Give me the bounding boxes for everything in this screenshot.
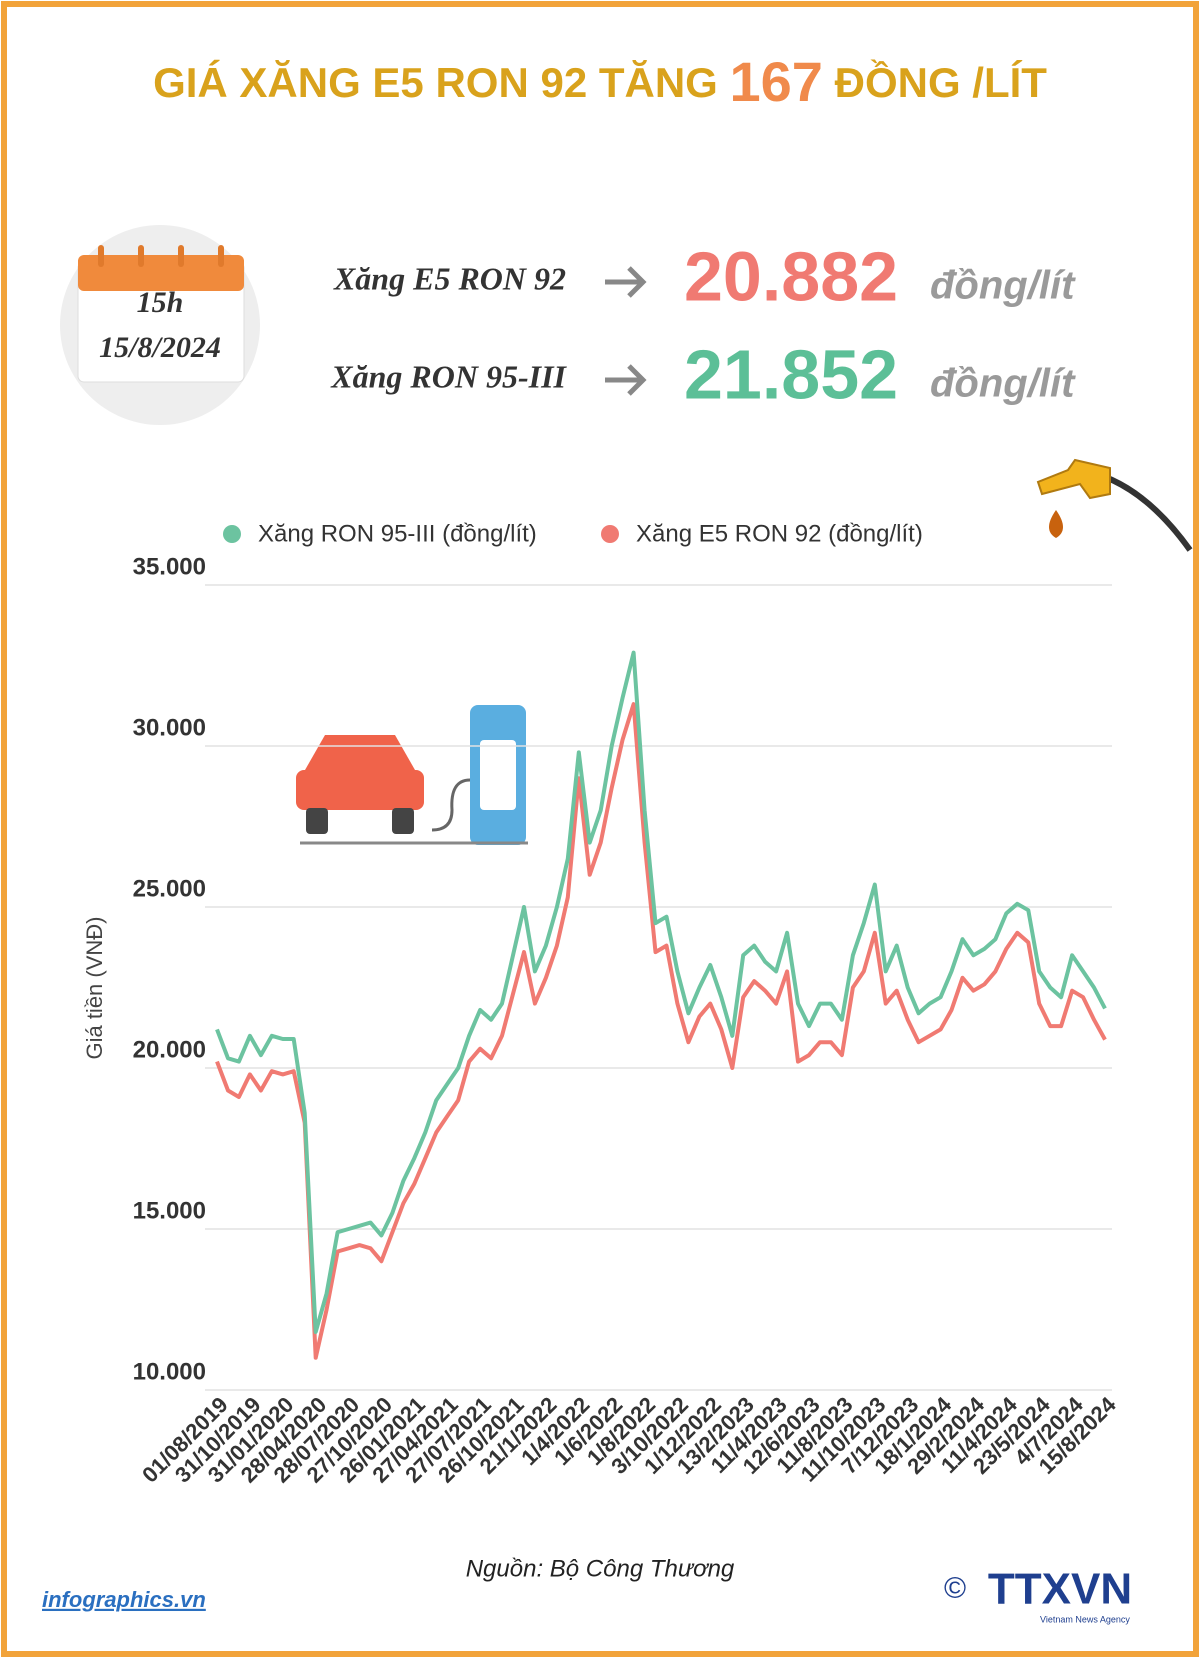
ring — [138, 245, 144, 267]
legend-marker — [223, 525, 241, 543]
legend-marker — [601, 525, 619, 543]
y-tick-label: 10.000 — [133, 1358, 206, 1385]
wheel — [392, 808, 414, 834]
y-axis-label: Giá tiền (VNĐ) — [82, 916, 107, 1059]
calendar-time: 15h — [137, 286, 184, 319]
car-body — [296, 770, 424, 810]
pump-screen — [480, 740, 516, 810]
car-pump-illustration — [296, 705, 528, 845]
copyright: © — [944, 1572, 966, 1605]
nozzle — [1036, 458, 1111, 500]
wheel — [306, 808, 328, 834]
pump-hose — [431, 778, 471, 832]
fuel-price: 20.882 — [684, 237, 898, 315]
y-tick-label: 30.000 — [133, 714, 206, 741]
source: Nguồn: Bộ Công Thương — [466, 1555, 735, 1582]
car-roof — [305, 735, 415, 770]
arrow — [605, 266, 647, 298]
title: GIÁ XĂNG E5 RON 92 TĂNG 167 ĐỒNG /LÍT — [153, 50, 1047, 113]
legend-label: Xăng E5 RON 92 (đồng/lít) — [636, 520, 923, 547]
fuel-name: Xăng RON 95-III — [330, 358, 567, 394]
calendar-header — [78, 255, 244, 291]
calendar-date: 15/8/2024 — [99, 331, 221, 364]
agency: TTXVN — [988, 1565, 1132, 1614]
title-suffix: ĐỒNG /LÍT — [835, 58, 1048, 106]
ring — [98, 245, 104, 267]
series-line — [215, 650, 1107, 1334]
agency-sub: Vietnam News Agency — [1040, 1614, 1130, 1624]
fuel-unit: đồng/lít — [930, 362, 1076, 406]
series-line — [215, 702, 1107, 1360]
fuel-name: Xăng E5 RON 92 — [333, 260, 566, 296]
title-amount: 167 — [730, 50, 823, 113]
fuel-unit: đồng/lít — [930, 264, 1076, 308]
title-prefix: GIÁ XĂNG E5 RON 92 TĂNG — [153, 59, 718, 106]
drop — [1049, 510, 1063, 538]
ring — [178, 245, 184, 267]
y-tick-label: 35.000 — [133, 553, 206, 580]
fuel-price: 21.852 — [684, 335, 898, 413]
site-link[interactable]: infographics.vn — [42, 1587, 206, 1612]
ring — [218, 245, 224, 267]
nozzle-icon — [1036, 458, 1193, 552]
calendar: 15h 15/8/2024 — [60, 225, 260, 425]
y-tick-label: 20.000 — [133, 1036, 206, 1063]
summary: Xăng E5 RON 92 20.882 đồng/lít Xăng RON … — [330, 237, 1076, 413]
legend-label: Xăng RON 95-III (đồng/lít) — [258, 520, 537, 547]
y-tick-label: 25.000 — [133, 875, 206, 902]
y-tick-label: 15.000 — [133, 1197, 206, 1224]
arrow — [605, 364, 647, 396]
